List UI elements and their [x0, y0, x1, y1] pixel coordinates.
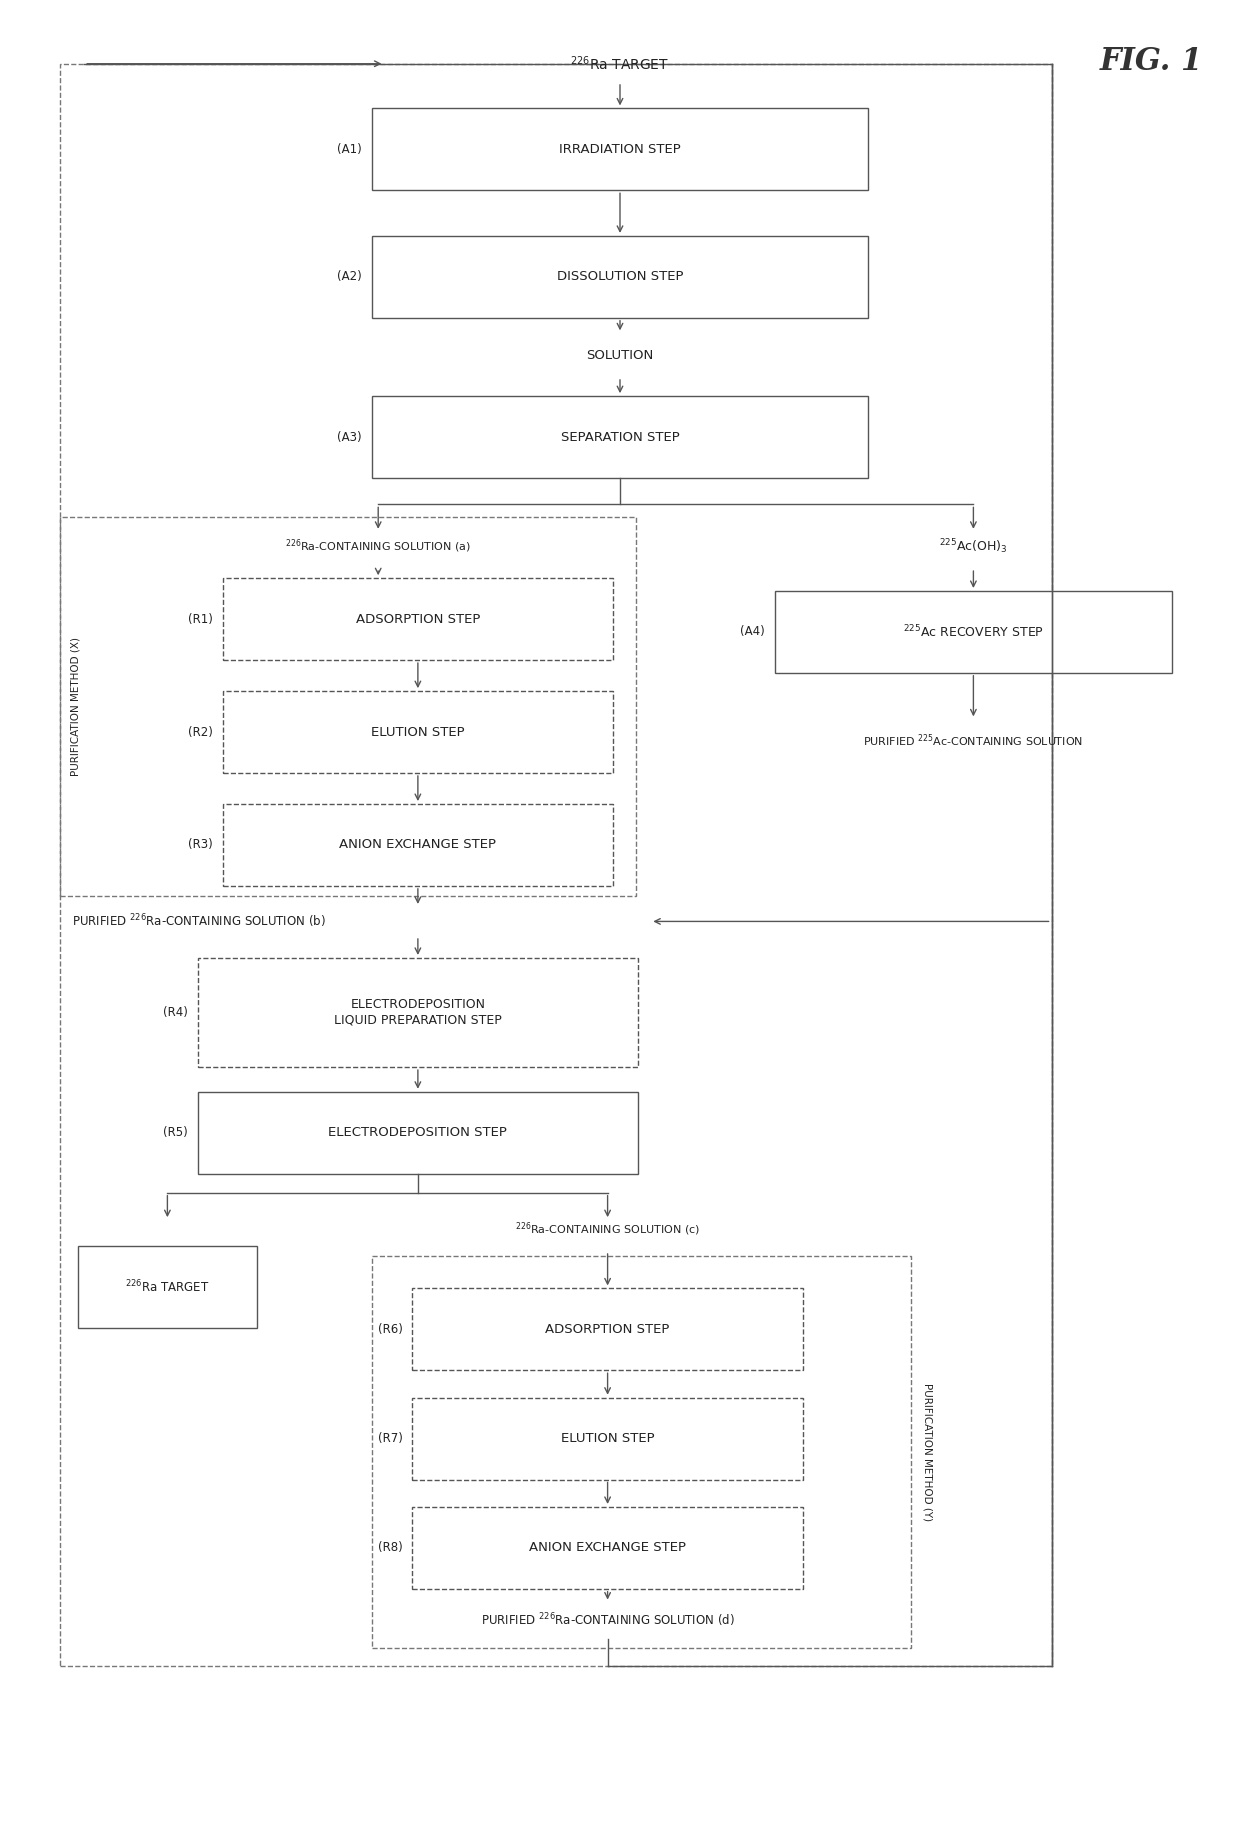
Bar	[222, 690, 613, 772]
Bar	[775, 590, 1172, 672]
Text: (R2): (R2)	[187, 725, 212, 739]
Text: ANION EXCHANGE STEP: ANION EXCHANGE STEP	[340, 838, 496, 852]
Text: $^{226}$Ra TARGET: $^{226}$Ra TARGET	[125, 1278, 210, 1297]
Text: ADSORPTION STEP: ADSORPTION STEP	[546, 1322, 670, 1337]
Bar	[412, 1508, 802, 1588]
Bar	[197, 1093, 639, 1175]
Bar	[412, 1399, 802, 1479]
Text: (A1): (A1)	[337, 142, 362, 157]
Bar	[78, 1247, 258, 1329]
Text: $^{226}$Ra-CONTAINING SOLUTION (a): $^{226}$Ra-CONTAINING SOLUTION (a)	[285, 537, 471, 555]
Text: PURIFICATION METHOD (X): PURIFICATION METHOD (X)	[71, 637, 81, 776]
Bar	[197, 958, 639, 1067]
Text: ANION EXCHANGE STEP: ANION EXCHANGE STEP	[529, 1541, 686, 1555]
Text: ELECTRODEPOSITION STEP: ELECTRODEPOSITION STEP	[329, 1125, 507, 1140]
Bar	[372, 107, 868, 189]
Bar	[372, 395, 868, 477]
Text: SOLUTION: SOLUTION	[587, 348, 653, 362]
Bar	[222, 803, 613, 885]
Text: (R1): (R1)	[187, 612, 212, 626]
Text: ELUTION STEP: ELUTION STEP	[560, 1431, 655, 1446]
Text: $^{225}$Ac RECOVERY STEP: $^{225}$Ac RECOVERY STEP	[903, 623, 1044, 641]
Text: PURIFICATION METHOD (Y): PURIFICATION METHOD (Y)	[923, 1384, 932, 1521]
Bar	[222, 577, 613, 659]
Text: $^{226}$Ra-CONTAINING SOLUTION (c): $^{226}$Ra-CONTAINING SOLUTION (c)	[515, 1220, 701, 1238]
Text: (R5): (R5)	[164, 1125, 187, 1140]
Text: PURIFIED $^{226}$Ra-CONTAINING SOLUTION (d): PURIFIED $^{226}$Ra-CONTAINING SOLUTION …	[481, 1612, 734, 1630]
Text: $^{226}$Ra TARGET: $^{226}$Ra TARGET	[570, 55, 670, 73]
Text: (A4): (A4)	[740, 625, 765, 639]
Bar	[412, 1289, 802, 1369]
Text: (R4): (R4)	[162, 1005, 187, 1020]
Text: (R6): (R6)	[377, 1322, 402, 1337]
Bar	[60, 517, 636, 896]
Text: (R8): (R8)	[378, 1541, 402, 1555]
Text: ELECTRODEPOSITION
LIQUID PREPARATION STEP: ELECTRODEPOSITION LIQUID PREPARATION STE…	[334, 998, 502, 1027]
Text: PURIFIED $^{226}$Ra-CONTAINING SOLUTION (b): PURIFIED $^{226}$Ra-CONTAINING SOLUTION …	[72, 912, 326, 931]
Text: $^{225}$Ac(OH)$_3$: $^{225}$Ac(OH)$_3$	[939, 537, 1008, 555]
Text: SEPARATION STEP: SEPARATION STEP	[560, 430, 680, 444]
Text: ADSORPTION STEP: ADSORPTION STEP	[356, 612, 480, 626]
Text: IRRADIATION STEP: IRRADIATION STEP	[559, 142, 681, 157]
Text: DISSOLUTION STEP: DISSOLUTION STEP	[557, 270, 683, 284]
Text: PURIFIED $^{225}$Ac-CONTAINING SOLUTION: PURIFIED $^{225}$Ac-CONTAINING SOLUTION	[863, 732, 1084, 750]
Text: (A3): (A3)	[337, 430, 362, 444]
Bar	[372, 1256, 911, 1648]
Text: (R3): (R3)	[188, 838, 212, 852]
Text: FIG. 1: FIG. 1	[1100, 46, 1203, 76]
Text: (R7): (R7)	[377, 1431, 402, 1446]
Bar	[60, 64, 1052, 1666]
Text: ELUTION STEP: ELUTION STEP	[371, 725, 465, 739]
Text: (A2): (A2)	[337, 270, 362, 284]
Bar	[372, 235, 868, 317]
